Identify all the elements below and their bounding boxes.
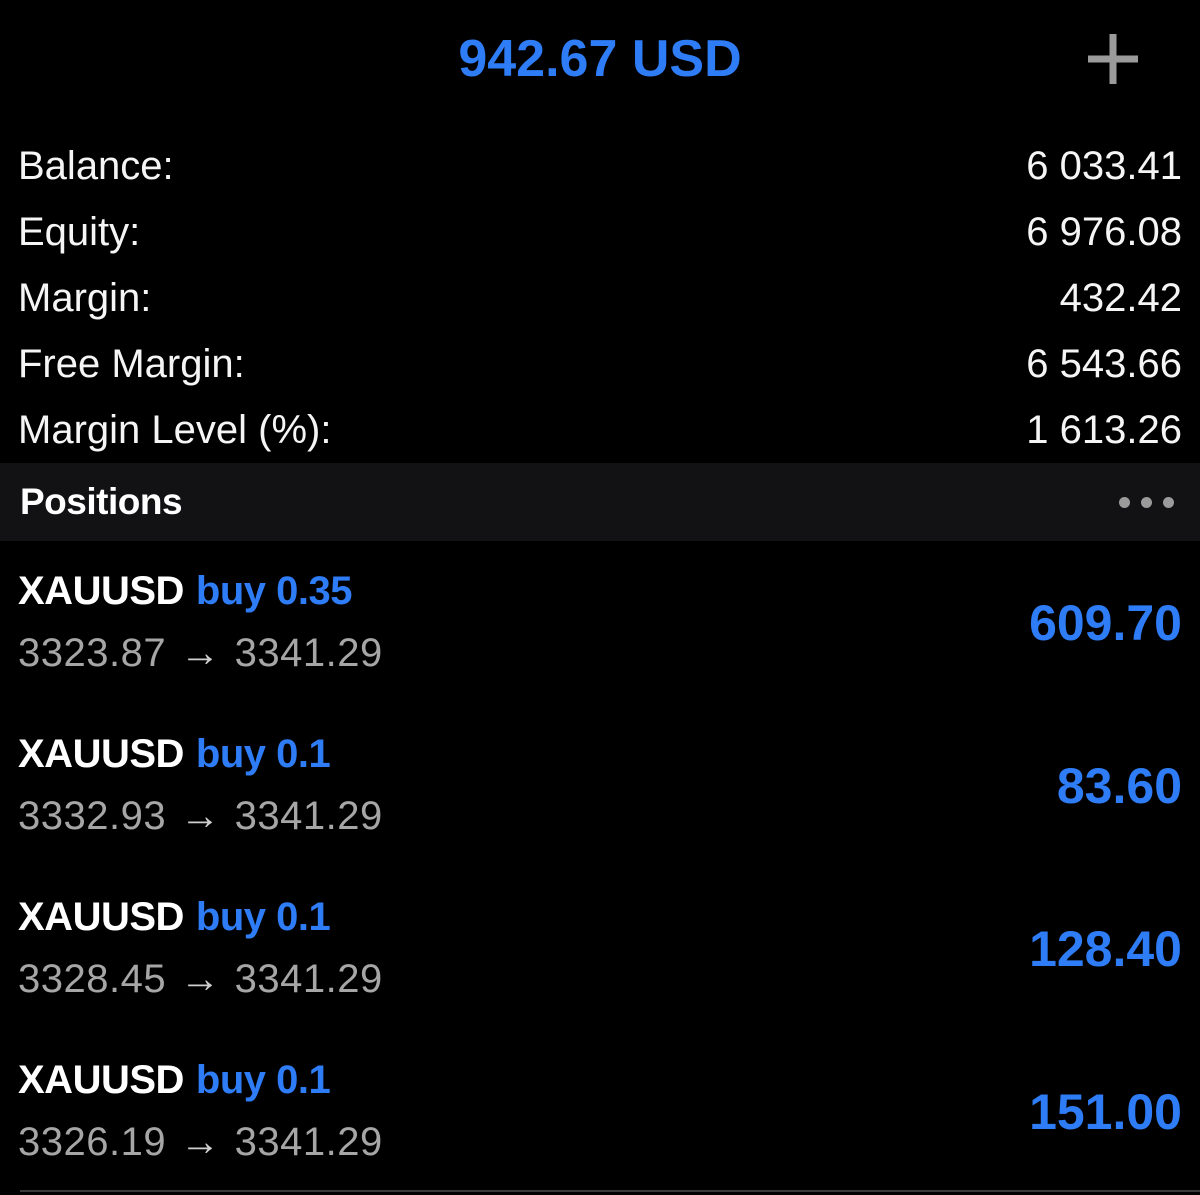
account-row-free-margin: Free Margin: 6 543.66 (18, 331, 1182, 397)
position-profit: 151.00 (1029, 1083, 1182, 1140)
free-margin-value: 6 543.66 (1026, 341, 1182, 386)
position-row[interactable]: XAUUSD buy 0.1 3328.45 → 3341.29 128.40 (0, 867, 1200, 1030)
symbol-label: XAUUSD (18, 732, 184, 776)
current-price: 3341.29 (234, 957, 383, 1001)
arrow-right-icon: → (180, 794, 221, 838)
ellipsis-icon (1119, 496, 1130, 508)
margin-level-value: 1 613.26 (1026, 407, 1182, 452)
free-margin-label: Free Margin: (18, 341, 245, 386)
position-symbol-line: XAUUSD buy 0.1 (18, 1058, 383, 1103)
side-volume-label: buy 0.1 (195, 1058, 331, 1102)
position-info: XAUUSD buy 0.1 3332.93 → 3341.29 (18, 732, 383, 839)
position-symbol-line: XAUUSD buy 0.1 (18, 895, 383, 940)
account-row-equity: Equity: 6 976.08 (18, 199, 1182, 265)
account-row-balance: Balance: 6 033.41 (18, 133, 1182, 199)
positions-section-header: Positions (0, 463, 1200, 541)
position-price-line: 3332.93 → 3341.29 (18, 794, 383, 839)
position-price-line: 3323.87 → 3341.29 (18, 631, 383, 676)
position-symbol-line: XAUUSD buy 0.1 (18, 732, 383, 777)
ellipsis-icon (1141, 496, 1152, 508)
arrow-right-icon: → (180, 957, 221, 1001)
equity-value: 6 976.08 (1026, 209, 1182, 254)
positions-title: Positions (20, 481, 183, 522)
balance-label: Balance: (18, 143, 174, 188)
add-order-button[interactable] (1084, 30, 1142, 88)
side-volume-label: buy 0.1 (195, 732, 331, 776)
open-price: 3323.87 (18, 631, 167, 675)
margin-label: Margin: (18, 275, 152, 320)
position-symbol-line: XAUUSD buy 0.35 (18, 569, 383, 614)
position-info: XAUUSD buy 0.1 3328.45 → 3341.29 (18, 895, 383, 1002)
current-price: 3341.29 (234, 1120, 383, 1164)
open-price: 3332.93 (18, 794, 167, 838)
position-row[interactable]: XAUUSD buy 0.1 3332.93 → 3341.29 83.60 (0, 704, 1200, 867)
plus-icon (1085, 31, 1141, 87)
bottom-divider (20, 1190, 1200, 1192)
position-price-line: 3328.45 → 3341.29 (18, 957, 383, 1002)
position-price-line: 3326.19 → 3341.29 (18, 1120, 383, 1165)
position-profit: 83.60 (1056, 757, 1182, 814)
account-row-margin-level: Margin Level (%): 1 613.26 (18, 397, 1182, 463)
open-price: 3326.19 (18, 1120, 167, 1164)
position-profit: 128.40 (1029, 920, 1182, 977)
arrow-right-icon: → (180, 1120, 221, 1164)
position-info: XAUUSD buy 0.1 3326.19 → 3341.29 (18, 1058, 383, 1165)
positions-menu-button[interactable] (1115, 487, 1178, 518)
account-row-margin: Margin: 432.42 (18, 265, 1182, 331)
header: 942.67 USD (0, 0, 1200, 118)
ellipsis-icon (1163, 496, 1174, 508)
open-price: 3328.45 (18, 957, 167, 1001)
position-row[interactable]: XAUUSD buy 0.1 3326.19 → 3341.29 151.00 (0, 1030, 1200, 1193)
margin-value: 432.42 (1059, 275, 1182, 320)
total-profit: 942.67 USD (458, 30, 742, 88)
balance-value: 6 033.41 (1026, 143, 1182, 188)
side-volume-label: buy 0.1 (195, 895, 331, 939)
account-summary: Balance: 6 033.41 Equity: 6 976.08 Margi… (0, 118, 1200, 463)
symbol-label: XAUUSD (18, 895, 184, 939)
symbol-label: XAUUSD (18, 1058, 184, 1102)
current-price: 3341.29 (234, 631, 383, 675)
margin-level-label: Margin Level (%): (18, 407, 332, 452)
current-price: 3341.29 (234, 794, 383, 838)
position-row[interactable]: XAUUSD buy 0.35 3323.87 → 3341.29 609.70 (0, 541, 1200, 704)
arrow-right-icon: → (180, 631, 221, 675)
symbol-label: XAUUSD (18, 569, 184, 613)
position-info: XAUUSD buy 0.35 3323.87 → 3341.29 (18, 569, 383, 676)
equity-label: Equity: (18, 209, 141, 254)
position-profit: 609.70 (1029, 594, 1182, 651)
side-volume-label: buy 0.35 (195, 569, 353, 613)
